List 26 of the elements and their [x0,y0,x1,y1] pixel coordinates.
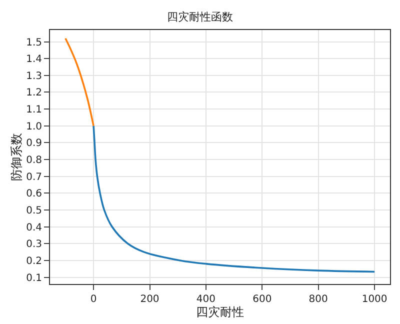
y-tick-label: 0.5 [26,205,42,216]
y-tick-label: 1.2 [26,88,42,99]
y-tick-label: 0.9 [26,138,42,150]
line-series [92,124,376,273]
y-tick-label: 0.2 [26,256,42,267]
x-tick-label: 1000 [362,294,388,305]
y-tick-label: 0.1 [26,272,42,284]
y-tick-label: 1.0 [26,121,42,132]
y-tick-label: 0.7 [26,172,42,183]
x-axis-title: 四灾耐性 [196,305,244,319]
y-tick-label: 1.5 [26,37,42,48]
y-axis-title: 防御系数 [9,133,24,181]
y-tick-label: 0.8 [26,155,42,166]
y-tick-label: 1.4 [26,54,42,66]
y-tick-label: 0.6 [26,188,42,200]
x-tick-label: 600 [252,294,272,305]
y-tick-label: 0.4 [26,222,42,234]
x-tick-label: 800 [308,294,328,305]
y-tick-label: 1.3 [26,70,42,82]
y-tick-label: 1.1 [26,104,42,116]
x-tick-label: 200 [140,294,160,305]
x-tick-label: 0 [90,294,97,305]
chart-title: 四灾耐性函数 [167,10,233,24]
x-tick-label: 400 [196,294,216,305]
line-series [64,38,94,127]
y-tick-label: 0.3 [26,239,42,250]
